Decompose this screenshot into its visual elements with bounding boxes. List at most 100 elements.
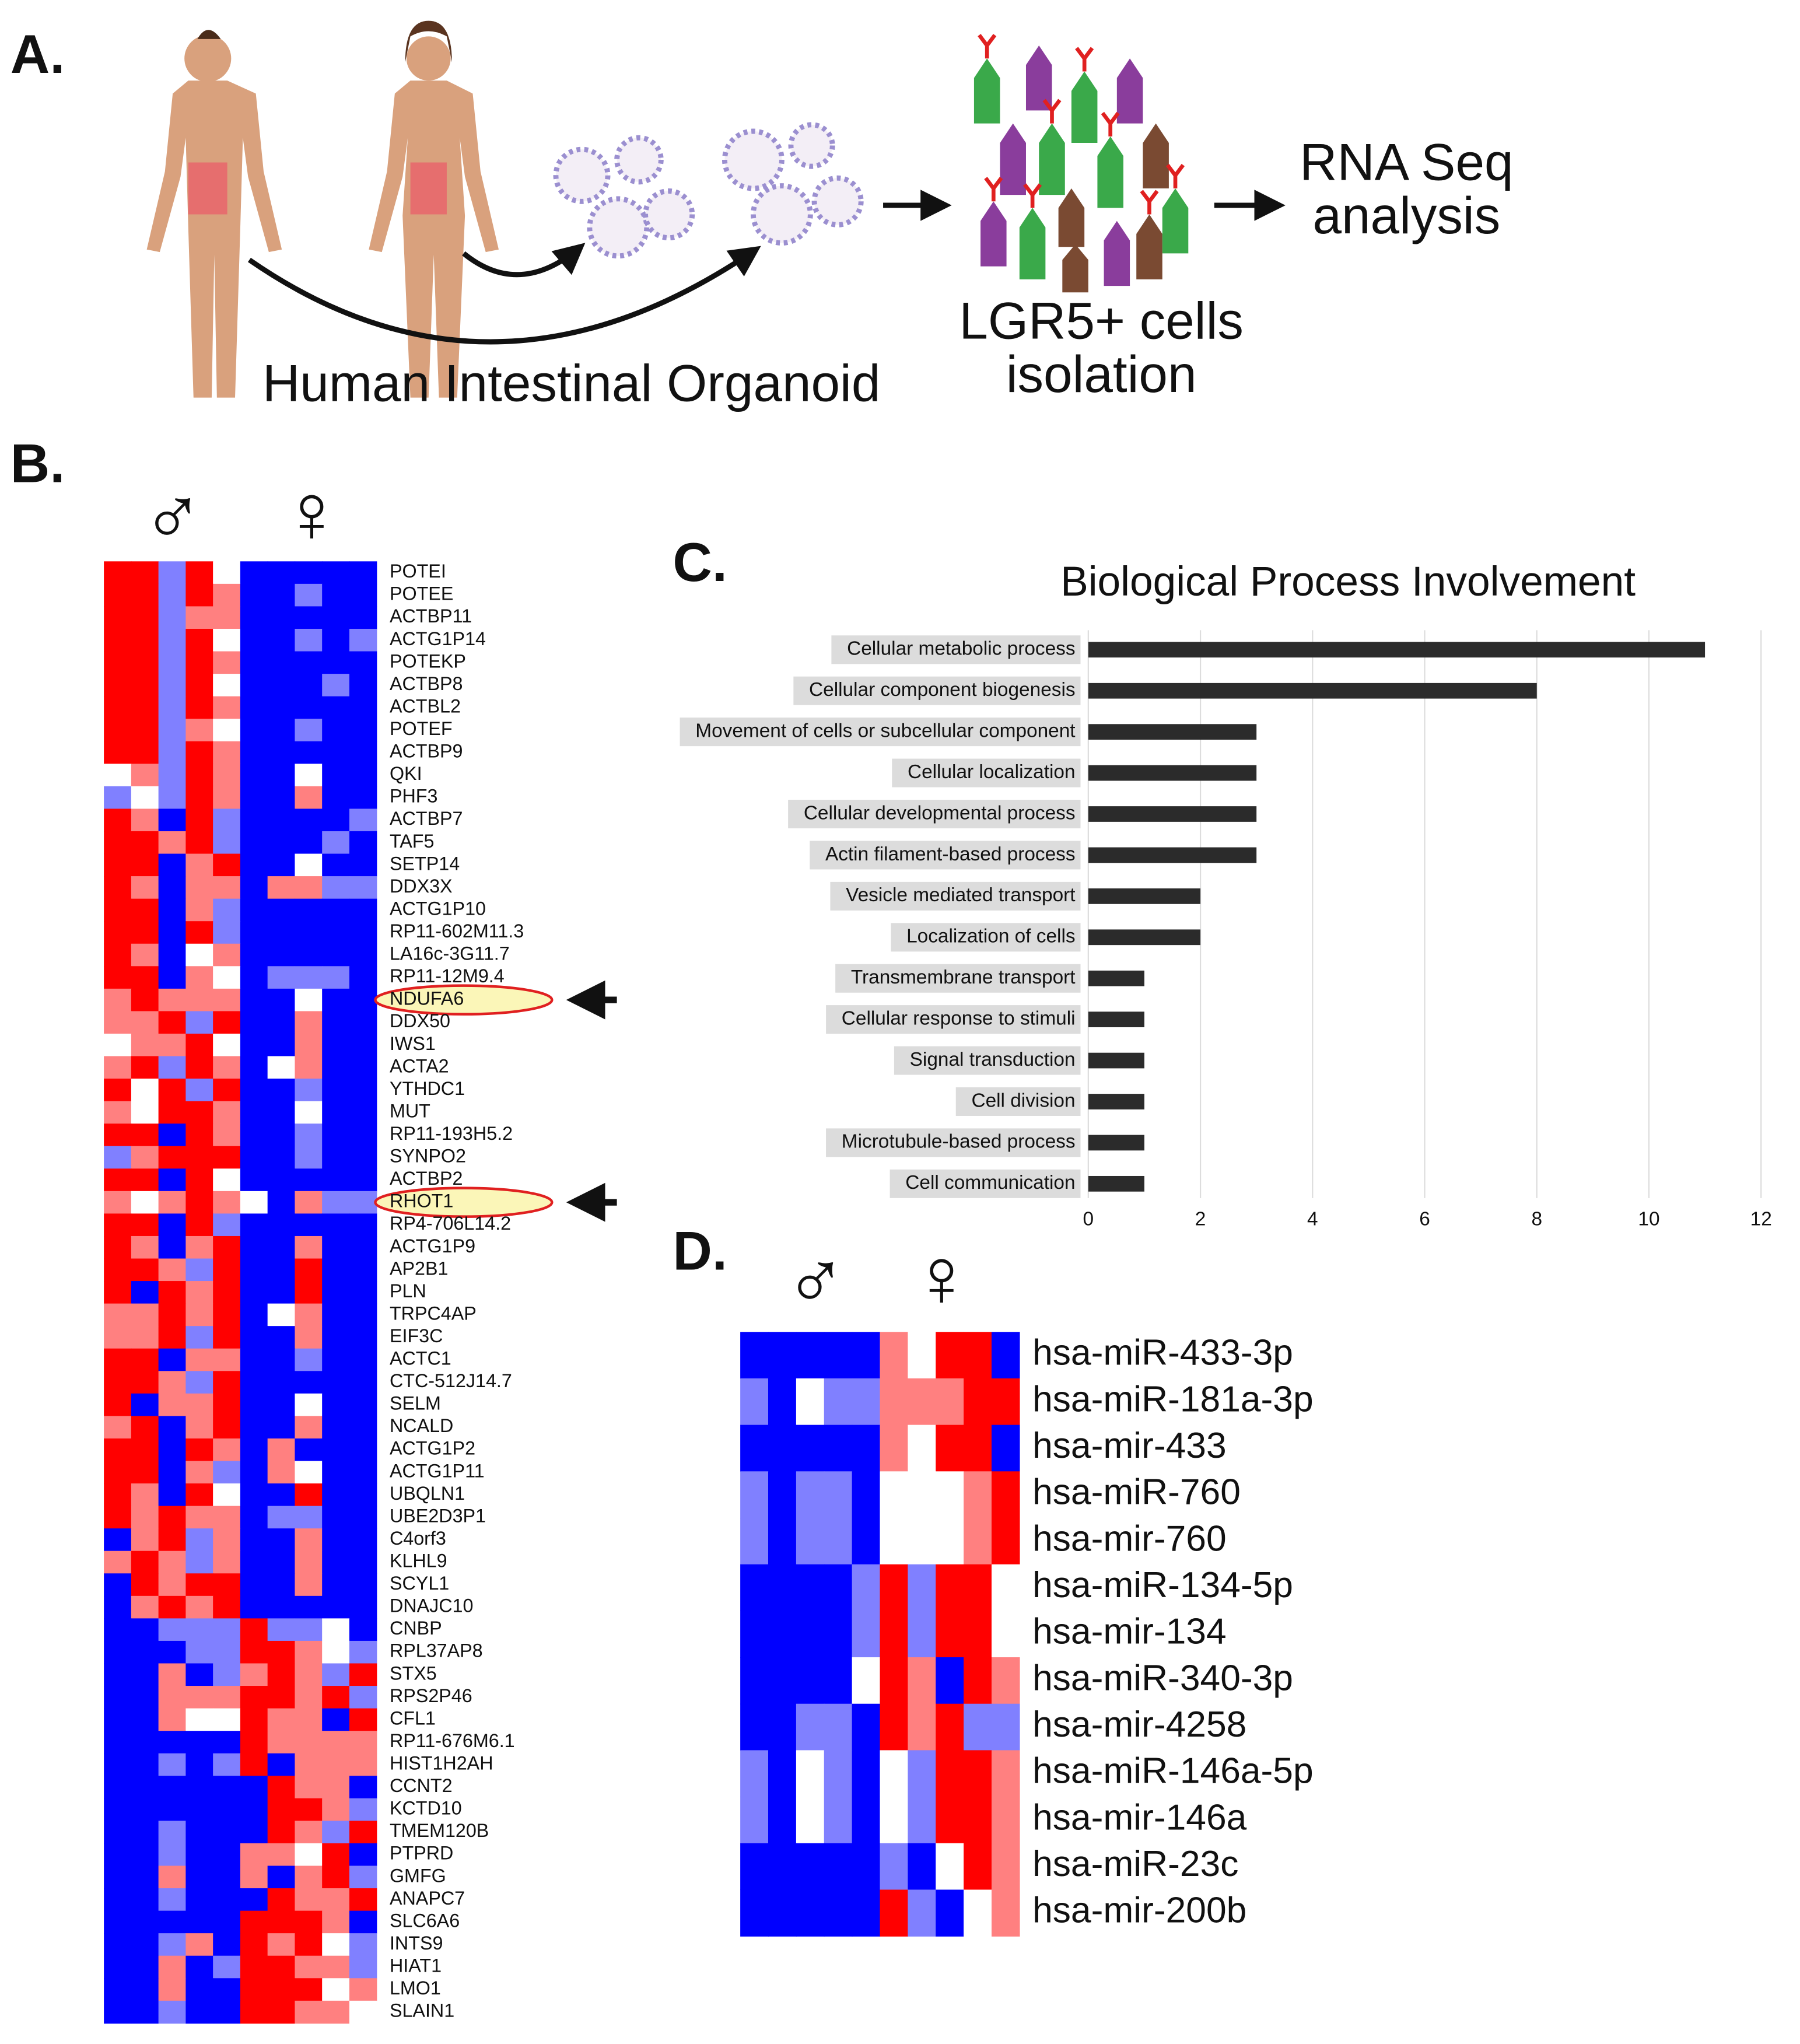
heatmap-cell bbox=[131, 1438, 159, 1462]
heatmap-cell bbox=[240, 741, 268, 764]
heatmap-cell bbox=[964, 1332, 992, 1379]
heatmap-cell bbox=[267, 1011, 296, 1034]
row-label: hsa-mir-200b bbox=[1032, 1891, 1246, 1931]
heatmap-cell bbox=[131, 943, 159, 967]
heatmap-cell bbox=[908, 1517, 936, 1565]
heatmap-cell bbox=[131, 674, 159, 697]
heatmap-cell bbox=[295, 1506, 323, 1529]
row-label: RP11-602M11.3 bbox=[390, 921, 524, 942]
heatmap-cell bbox=[213, 651, 241, 674]
heatmap-cell bbox=[295, 1483, 323, 1507]
caption: RNA Seq bbox=[1300, 133, 1513, 191]
row-label: TRPC4AP bbox=[390, 1303, 477, 1324]
heatmap-cell bbox=[240, 1416, 268, 1439]
heatmap-cell bbox=[349, 786, 377, 810]
female-figure bbox=[369, 20, 499, 398]
heatmap-cell bbox=[267, 1573, 296, 1597]
heatmap-cell bbox=[349, 606, 377, 629]
heatmap-cell bbox=[964, 1843, 992, 1891]
heatmap-cell bbox=[240, 1550, 268, 1574]
heatmap-cell bbox=[104, 1033, 132, 1057]
heatmap-cell bbox=[267, 741, 296, 764]
row-label: ACTG1P2 bbox=[390, 1438, 475, 1459]
heatmap-cell bbox=[295, 1821, 323, 1844]
label-background bbox=[894, 1046, 1081, 1075]
heatmap-cell bbox=[295, 1011, 323, 1034]
heatmap-cell bbox=[158, 651, 187, 674]
row-label: YTHDC1 bbox=[390, 1078, 465, 1099]
heatmap-cell bbox=[158, 606, 187, 629]
heatmap-cell bbox=[349, 853, 377, 877]
heatmap-cell bbox=[158, 1798, 187, 1822]
heatmap-cell bbox=[824, 1471, 853, 1518]
heatmap-cell bbox=[240, 1978, 268, 2001]
heatmap-cell bbox=[213, 1033, 241, 1057]
heatmap-cell bbox=[768, 1378, 797, 1426]
heatmap-cell bbox=[104, 1393, 132, 1417]
heatmap-cell bbox=[131, 628, 159, 652]
heatmap-cell bbox=[240, 786, 268, 810]
heatmap-cell bbox=[267, 1191, 296, 1214]
row-label: UBE2D3P1 bbox=[390, 1505, 486, 1526]
heatmap-cell bbox=[267, 1258, 296, 1282]
heatmap-cell bbox=[267, 1776, 296, 1799]
heatmap-cell bbox=[240, 1955, 268, 1979]
heatmap-cell bbox=[158, 1663, 187, 1686]
heatmap-cell bbox=[295, 1124, 323, 1147]
heatmap-cell bbox=[240, 696, 268, 719]
heatmap-cell bbox=[824, 1332, 853, 1379]
heatmap-cell bbox=[213, 1618, 241, 1642]
heatmap-cell bbox=[322, 1640, 350, 1664]
heatmap-cell bbox=[240, 1101, 268, 1124]
heatmap-cell bbox=[213, 988, 241, 1012]
heatmap-cell bbox=[104, 988, 132, 1012]
heatmap-cell bbox=[131, 1033, 159, 1057]
heatmap-cell bbox=[185, 1213, 213, 1237]
heatmap-cell bbox=[936, 1378, 964, 1426]
heatmap-cell bbox=[964, 1564, 992, 1612]
heatmap-cell bbox=[852, 1750, 881, 1797]
heatmap-cell bbox=[991, 1378, 1020, 1426]
heatmap-cell bbox=[185, 1528, 213, 1552]
row-label: UBQLN1 bbox=[390, 1483, 465, 1504]
heatmap-cell bbox=[322, 1595, 350, 1619]
heatmap-cell bbox=[322, 1101, 350, 1124]
heatmap-cell bbox=[267, 1821, 296, 1844]
heatmap-cell bbox=[295, 988, 323, 1012]
row-label: NCALD bbox=[390, 1415, 453, 1436]
heatmap-cell bbox=[852, 1471, 881, 1518]
heatmap-cell bbox=[267, 719, 296, 742]
heatmap-cell bbox=[185, 1866, 213, 1889]
heatmap-cell bbox=[185, 1910, 213, 1934]
heatmap-cell bbox=[295, 1033, 323, 1057]
row-label: TMEM120B bbox=[390, 1820, 489, 1841]
heatmap-cell bbox=[880, 1703, 909, 1751]
heatmap-cell bbox=[267, 1888, 296, 1912]
heatmap-cell bbox=[158, 719, 187, 742]
heatmap-cell bbox=[158, 1640, 187, 1664]
heatmap-cell bbox=[240, 1348, 268, 1371]
heatmap-cell bbox=[240, 876, 268, 900]
heatmap-cell bbox=[322, 1978, 350, 2001]
heatmap-cell bbox=[240, 853, 268, 877]
heatmap-cell bbox=[131, 561, 159, 584]
heatmap-cell bbox=[213, 1933, 241, 1957]
heatmap-cell bbox=[104, 1686, 132, 1709]
x-tick-label: 8 bbox=[1531, 1209, 1542, 1230]
heatmap-cell bbox=[131, 1618, 159, 1642]
heatmap-cell bbox=[824, 1517, 853, 1565]
heatmap-cell bbox=[240, 1056, 268, 1079]
row-label: hsa-miR-760 bbox=[1032, 1472, 1241, 1513]
heatmap-cell bbox=[322, 831, 350, 855]
heatmap-cell bbox=[908, 1703, 936, 1751]
heatmap-cell bbox=[131, 1416, 159, 1439]
bar bbox=[1088, 642, 1706, 658]
heatmap-cell bbox=[322, 606, 350, 629]
heatmap-cell bbox=[158, 808, 187, 832]
heatmap-cell bbox=[295, 808, 323, 832]
row-label: hsa-mir-134 bbox=[1032, 1612, 1227, 1652]
heatmap-cell bbox=[322, 1843, 350, 1867]
heatmap-cell bbox=[936, 1564, 964, 1612]
heatmap-cell bbox=[104, 741, 132, 764]
heatmap-cell bbox=[240, 1168, 268, 1192]
